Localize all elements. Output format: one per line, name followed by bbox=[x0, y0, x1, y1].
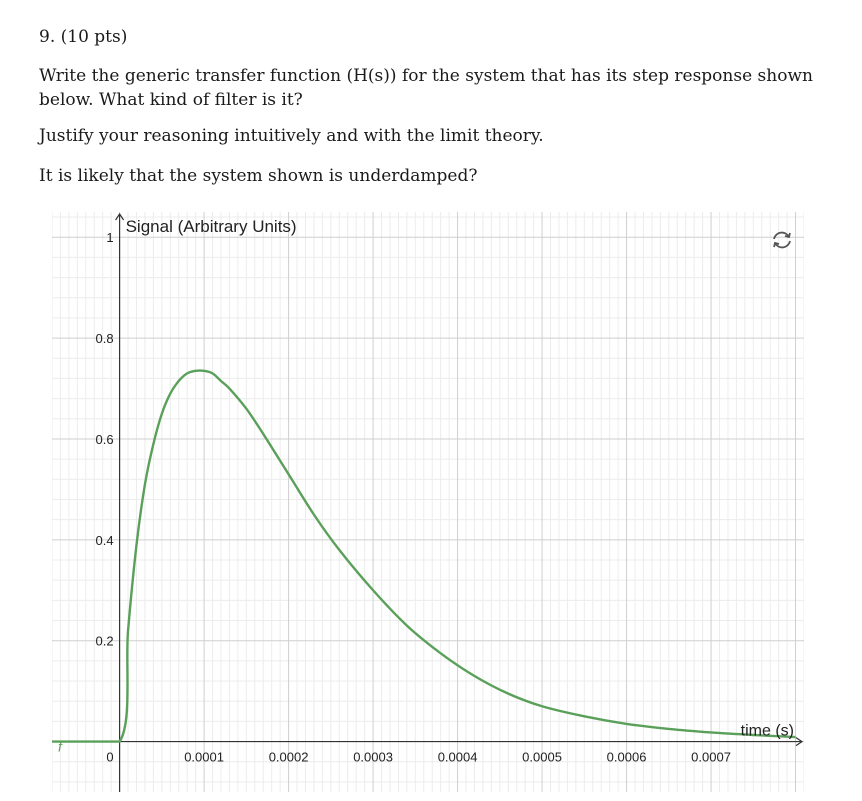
y-axis-arrow bbox=[115, 212, 125, 221]
x-tick-label: 0 bbox=[106, 750, 113, 765]
x-tick-label: 0.0005 bbox=[522, 750, 562, 765]
reset-graph-icon[interactable] bbox=[773, 231, 791, 249]
grid-major bbox=[52, 212, 804, 792]
question-paragraph-1: Write the generic transfer function (H(s… bbox=[39, 66, 813, 110]
question-paragraph-2: Justify your reasoning intuitively and w… bbox=[39, 126, 544, 146]
y-tick-label: 0.2 bbox=[96, 634, 114, 649]
y-axis-label: Signal (Arbitrary Units) bbox=[126, 217, 297, 236]
x-tick-label: 0.0006 bbox=[607, 750, 647, 765]
x-axis-arrow bbox=[795, 737, 804, 747]
x-tick-labels: 0 0.0001 0.0002 0.0003 0.0004 0.0005 0.0006 0.0… bbox=[106, 750, 731, 765]
question-paragraph-3: It is likely that the system shown is un… bbox=[39, 166, 478, 186]
y-tick-label: 0.8 bbox=[96, 331, 114, 346]
function-icon[interactable]: f bbox=[58, 739, 64, 755]
axes bbox=[52, 212, 804, 792]
x-tick-label: 0.0002 bbox=[269, 750, 309, 765]
y-tick-label: 1 bbox=[106, 230, 113, 245]
x-tick-label: 0.0007 bbox=[691, 750, 731, 765]
question-number: 9. (10 pts) bbox=[39, 27, 128, 47]
x-tick-label: 0.0001 bbox=[184, 750, 224, 765]
y-tick-label: 0.4 bbox=[96, 533, 114, 548]
x-axis-label: time (s) bbox=[741, 723, 794, 740]
grid-minor bbox=[52, 212, 804, 792]
y-tick-label: 0.6 bbox=[96, 432, 114, 447]
x-tick-label: 0.0003 bbox=[353, 750, 393, 765]
step-response-graph: 0 0.0001 0.0002 0.0003 0.0004 0.0005 0.0006 0.0… bbox=[52, 212, 804, 792]
x-tick-label: 0.0004 bbox=[438, 750, 478, 765]
y-tick-labels: 0.2 0.4 0.6 0.8 1 bbox=[96, 230, 114, 648]
step-response-curve bbox=[52, 369, 796, 743]
